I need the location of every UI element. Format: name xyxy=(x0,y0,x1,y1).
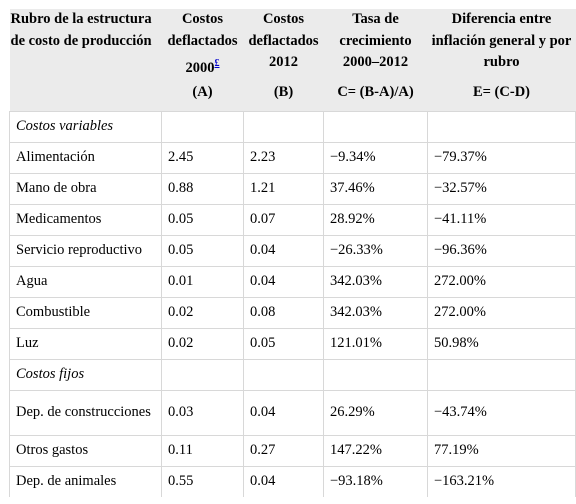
table-cell: 28.92% xyxy=(323,204,428,236)
formula-cell xyxy=(9,79,162,112)
table-row: Agua 0.01 0.04 342.03% 272.00% xyxy=(9,266,576,298)
table-row: Combustible 0.02 0.08 342.03% 272.00% xyxy=(9,297,576,329)
table-cell: Otros gastos xyxy=(9,435,162,467)
table-cell: Servicio reproductivo xyxy=(9,235,162,267)
table-cell: 0.88 xyxy=(161,173,244,205)
formula-cell: C= (B-A)/A) xyxy=(323,79,428,112)
table-cell: Combustible xyxy=(9,297,162,329)
table-cell: −9.34% xyxy=(323,142,428,174)
section-row: Costos fijos xyxy=(9,359,576,391)
header-diferencia-inflacion: Diferencia entre inflación general y por… xyxy=(427,9,576,80)
table-cell: 0.04 xyxy=(243,390,324,436)
table-cell: 50.98% xyxy=(427,328,576,360)
table-cell: 1.21 xyxy=(243,173,324,205)
table-cell: 2.23 xyxy=(243,142,324,174)
table-cell: −41.11% xyxy=(427,204,576,236)
table-cell: 147.22% xyxy=(323,435,428,467)
header-row: Rubro de la estructura de costo de produ… xyxy=(9,9,576,80)
cost-structure-table: Rubro de la estructura de costo de produ… xyxy=(9,9,576,497)
table-cell: Dep. de construcciones xyxy=(9,390,162,436)
table-cell: 0.04 xyxy=(243,235,324,267)
formula-cell: E= (C-D) xyxy=(427,79,576,112)
table-cell: 0.07 xyxy=(243,204,324,236)
table-cell: 0.55 xyxy=(161,466,244,497)
table-row: Dep. de animales 0.55 0.04 −93.18% −163.… xyxy=(9,466,576,497)
table-row: Alimentación 2.45 2.23 −9.34% −79.37% xyxy=(9,142,576,174)
table-cell: 0.02 xyxy=(161,328,244,360)
table-cell: Luz xyxy=(9,328,162,360)
table-cell: −79.37% xyxy=(427,142,576,174)
formula-cell: (A) xyxy=(161,79,244,112)
table-cell: 0.05 xyxy=(243,328,324,360)
table-row: Servicio reproductivo 0.05 0.04 −26.33% … xyxy=(9,235,576,267)
table-cell: 2.45 xyxy=(161,142,244,174)
table-cell: 0.11 xyxy=(161,435,244,467)
table-cell: 0.27 xyxy=(243,435,324,467)
table-cell: 272.00% xyxy=(427,297,576,329)
table-cell: −96.36% xyxy=(427,235,576,267)
table-cell: 0.01 xyxy=(161,266,244,298)
table-cell: 0.05 xyxy=(161,204,244,236)
table-cell: −43.74% xyxy=(427,390,576,436)
section-label: Costos fijos xyxy=(9,359,162,391)
section-row: Costos variables xyxy=(9,110,576,143)
table-cell: 0.08 xyxy=(243,297,324,329)
table-cell: 0.05 xyxy=(161,235,244,267)
table-cell: 0.04 xyxy=(243,266,324,298)
table-cell: 342.03% xyxy=(323,266,428,298)
table-cell: 0.04 xyxy=(243,466,324,497)
header-costos-2012: Costos deflactados 2012 xyxy=(243,9,324,80)
table-cell: −32.57% xyxy=(427,173,576,205)
table-row: Luz 0.02 0.05 121.01% 50.98% xyxy=(9,328,576,360)
table-cell: Alimentación xyxy=(9,142,162,174)
header-costos-2000-label: Costos deflactados 2000 xyxy=(167,11,238,76)
table-cell: Medicamentos xyxy=(9,204,162,236)
table-cell: 0.02 xyxy=(161,297,244,329)
table-cell: Dep. de animales xyxy=(9,466,162,497)
header-costos-2000: Costos deflactados 2000£ xyxy=(161,9,244,80)
table-cell: Agua xyxy=(9,266,162,298)
table-cell: −163.21% xyxy=(427,466,576,497)
header-rubro: Rubro de la estructura de costo de produ… xyxy=(9,9,162,80)
header-tasa-crecimiento: Tasa de crecimiento 2000–2012 xyxy=(323,9,428,80)
table-cell: 0.03 xyxy=(161,390,244,436)
formula-cell: (B) xyxy=(243,79,324,112)
table-cell: 37.46% xyxy=(323,173,428,205)
table-row: Mano de obra 0.88 1.21 37.46% −32.57% xyxy=(9,173,576,205)
table-cell: 272.00% xyxy=(427,266,576,298)
section-label: Costos variables xyxy=(9,110,162,143)
table-row: Medicamentos 0.05 0.07 28.92% −41.11% xyxy=(9,204,576,236)
table-cell: 26.29% xyxy=(323,390,428,436)
table-cell: −26.33% xyxy=(323,235,428,267)
table-row: Dep. de construcciones 0.03 0.04 26.29% … xyxy=(9,390,576,436)
table-cell: 121.01% xyxy=(323,328,428,360)
table-cell: 77.19% xyxy=(427,435,576,467)
table-cell: 342.03% xyxy=(323,297,428,329)
table-row: Otros gastos 0.11 0.27 147.22% 77.19% xyxy=(9,435,576,467)
formula-row: (A) (B) C= (B-A)/A) E= (C-D) xyxy=(9,79,576,112)
footnote-link[interactable]: £ xyxy=(214,58,220,69)
table-cell: −93.18% xyxy=(323,466,428,497)
table-cell: Mano de obra xyxy=(9,173,162,205)
